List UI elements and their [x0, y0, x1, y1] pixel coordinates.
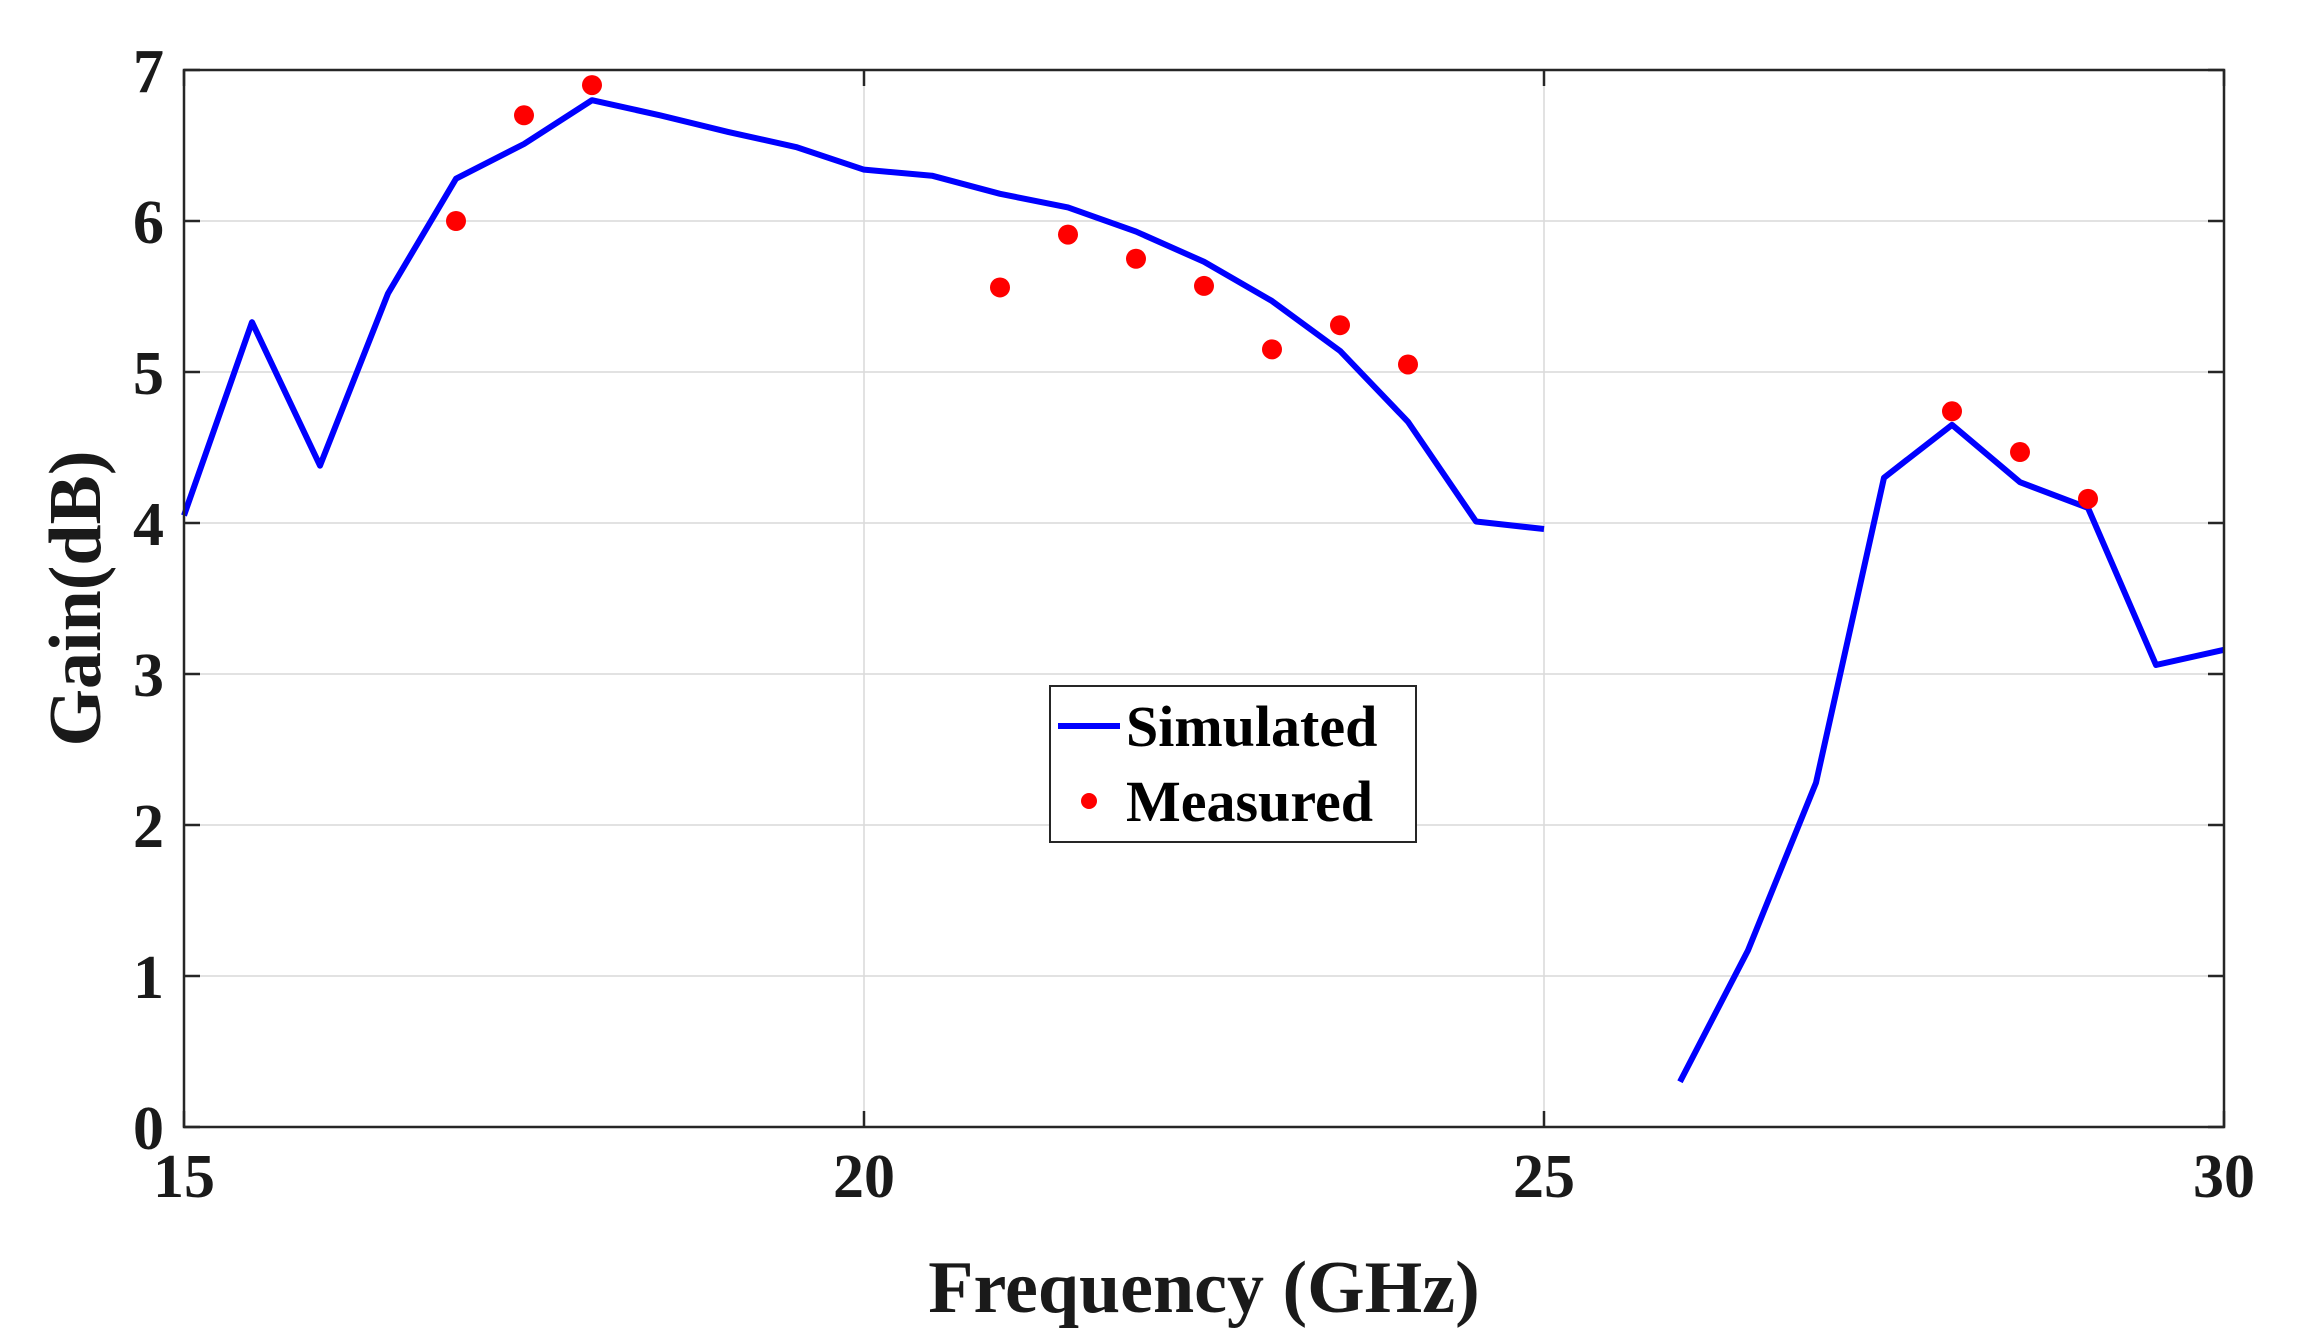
- y-tick-label: 1: [133, 944, 164, 1012]
- measured-point: [2078, 488, 2098, 509]
- y-tick-label: 4: [133, 491, 164, 559]
- x-tick-label: 15: [153, 1143, 215, 1211]
- x-tick-label: 20: [833, 1143, 895, 1211]
- measured-point: [514, 105, 534, 126]
- measured-point: [1330, 315, 1350, 336]
- measured-point: [1194, 275, 1214, 296]
- x-axis-label: Frequency (GHz): [928, 1247, 1479, 1329]
- y-tick-label: 7: [133, 38, 164, 106]
- x-tick-label: 30: [2193, 1143, 2255, 1211]
- tick-labels: 15 20 25 30 0 1 2 3 4 5 6 7: [133, 38, 2255, 1211]
- plot-frame: [182, 68, 2226, 1129]
- measured-point: [1058, 224, 1078, 245]
- y-tick-label: 6: [133, 189, 164, 257]
- measured-point: [990, 277, 1010, 298]
- y-tick-label: 5: [133, 340, 164, 408]
- measured-point: [1126, 248, 1146, 269]
- y-tick-label: 2: [133, 793, 164, 861]
- measured-point: [1398, 354, 1418, 375]
- series-layer: [181, 75, 2225, 1084]
- simulated-line-segment: [181, 97, 1545, 533]
- legend: Simulated Measured: [1049, 685, 1417, 843]
- measured-point: [582, 75, 602, 96]
- y-axis-label: Gain(dB): [35, 450, 117, 746]
- measured-point: [2010, 442, 2030, 463]
- y-tick-label: 0: [133, 1095, 164, 1163]
- simulated-line-segment: [1677, 421, 2225, 1084]
- measured-point: [1942, 401, 1962, 422]
- y-tick-label: 3: [133, 642, 164, 710]
- legend-measured-label: Measured: [1126, 769, 1373, 834]
- legend-box: [1049, 685, 1417, 843]
- measured-point: [1262, 339, 1282, 360]
- legend-simulated-label: Simulated: [1126, 694, 1377, 759]
- x-tick-label: 25: [1513, 1143, 1575, 1211]
- legend-measured-marker: [1081, 793, 1097, 809]
- measured-point: [446, 211, 466, 231]
